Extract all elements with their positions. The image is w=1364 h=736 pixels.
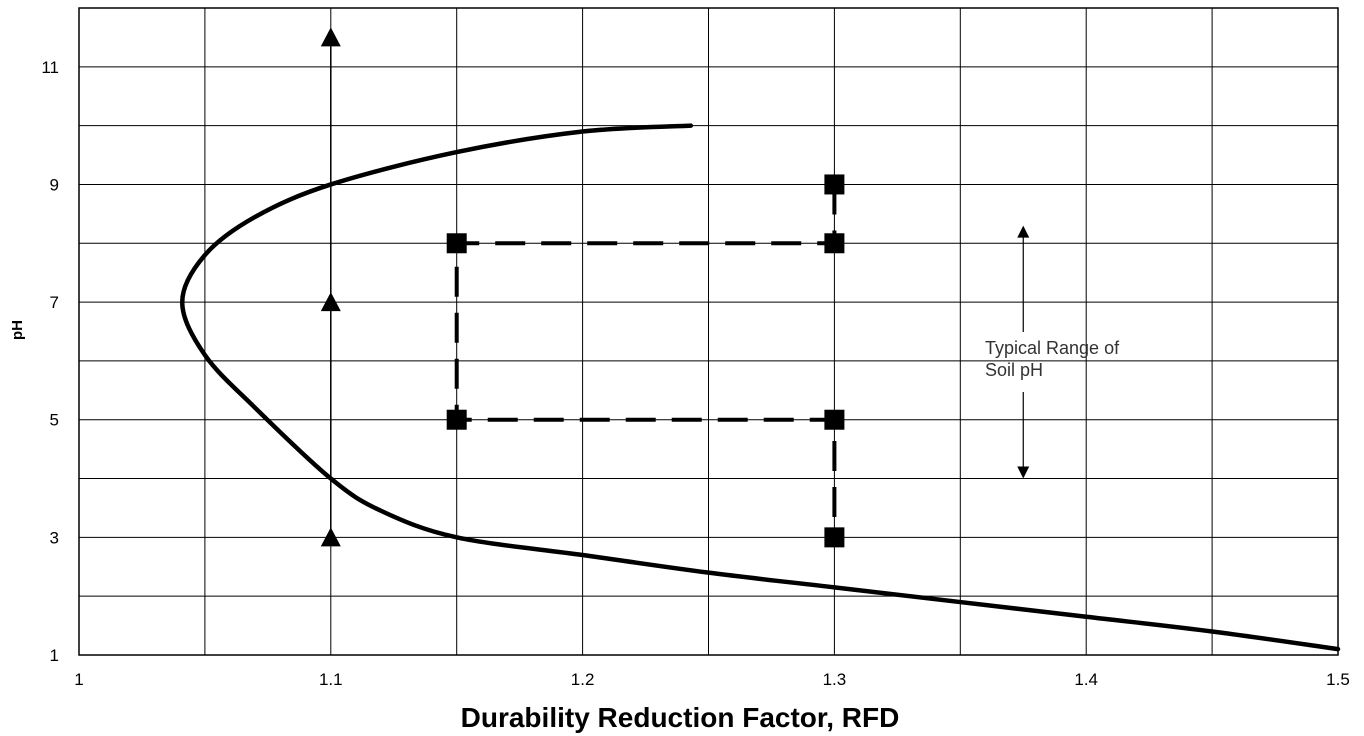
grid [79, 8, 1338, 655]
y-tick-label: 9 [50, 175, 59, 194]
x-tick-label: 1.3 [823, 670, 847, 689]
square-marker [824, 527, 845, 548]
x-tick-label: 1 [74, 670, 83, 689]
x-tick-label: 1.2 [571, 670, 595, 689]
plot-frame [78, 7, 1339, 656]
x-tick-label: 1.1 [319, 670, 343, 689]
annotation-text: Soil pH [985, 360, 1043, 380]
annotation-arrowhead-down [1017, 466, 1030, 479]
x-tick-label: 1.5 [1326, 670, 1350, 689]
annotation-text: Typical Range of [985, 338, 1120, 358]
y-tick-label: 11 [41, 58, 59, 77]
x-tick-label: 1.4 [1074, 670, 1098, 689]
curve-line [179, 123, 1341, 652]
x-axis-title: Durability Reduction Factor, RFD [461, 702, 900, 733]
y-tick-label: 1 [50, 646, 59, 665]
triangle-marker [320, 292, 341, 312]
triangle-marker [320, 27, 341, 47]
y-tick-label: 7 [50, 293, 59, 312]
square-marker [824, 409, 845, 430]
square-marker [824, 233, 845, 254]
square-marker [446, 409, 467, 430]
y-axis-title: pH [9, 320, 26, 340]
triangle-marker [320, 527, 341, 547]
x-tick-labels: 1 1.1 1.2 1.3 1.4 1.5 [74, 670, 1350, 689]
y-tick-label: 5 [50, 411, 59, 430]
series-layer [179, 27, 1341, 652]
y-tick-labels: 1 3 5 7 9 11 [41, 58, 59, 665]
square-marker [824, 174, 845, 195]
y-tick-label: 3 [50, 528, 59, 547]
annotation-arrowhead-up [1017, 225, 1030, 238]
square-marker [446, 233, 467, 254]
